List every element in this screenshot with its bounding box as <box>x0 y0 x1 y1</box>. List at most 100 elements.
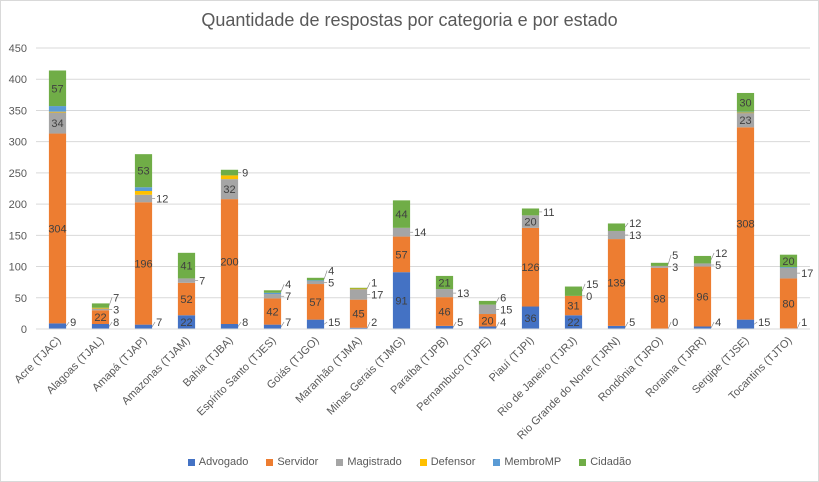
bar-segment-magistrado <box>435 289 454 298</box>
bar-segment-servidor <box>607 239 626 326</box>
data-label-leader <box>452 321 457 328</box>
bar-segment-cidadão <box>392 200 411 228</box>
bar-segment-cidadão <box>91 303 110 308</box>
data-label: 4 <box>500 317 506 329</box>
bar-segment-cidadão <box>220 169 239 176</box>
data-label: 0 <box>586 291 592 303</box>
data-label: 1 <box>801 317 807 329</box>
legend-item-defensor: Defensor <box>419 456 475 468</box>
y-tick-label: 50 <box>15 293 27 305</box>
bar-segment-magistrado <box>220 179 239 200</box>
data-label-leader <box>710 252 715 260</box>
data-label: 46 <box>438 307 450 319</box>
data-label-leader <box>495 297 500 303</box>
bar-segment-servidor <box>134 202 153 325</box>
legend-item-cidadão: Cidadão <box>579 456 631 468</box>
data-label: 2 <box>371 317 377 329</box>
y-tick-label: 350 <box>9 105 27 117</box>
bar-segment-advogado <box>478 326 497 329</box>
data-label: 31 <box>567 301 579 313</box>
bar-segment-cidadão <box>349 287 368 289</box>
legend-label: MembroMP <box>504 456 562 468</box>
data-label: 22 <box>180 317 192 329</box>
data-label-leader <box>624 321 629 328</box>
bar-segment-membromp <box>736 111 755 113</box>
bar-segment-advogado <box>435 325 454 329</box>
bar-segment-magistrado <box>607 230 626 240</box>
bar-segment-magistrado <box>693 263 712 267</box>
data-label: 1 <box>371 277 377 289</box>
data-label: 4 <box>328 265 334 277</box>
bar-segment-membromp <box>134 187 153 191</box>
data-label: 8 <box>242 317 248 329</box>
data-label-leader <box>237 321 242 327</box>
bar-segment-servidor <box>91 310 110 325</box>
legend-item-advogado: Advogado <box>187 456 248 468</box>
data-label: 200 <box>220 257 238 269</box>
data-label: 32 <box>223 184 235 196</box>
bar-segment-advogado <box>48 323 67 329</box>
data-label: 126 <box>521 262 539 274</box>
bar-segment-cidadão <box>521 208 540 216</box>
bar-segment-advogado <box>521 306 540 329</box>
data-label-leader <box>366 282 371 289</box>
y-tick-label: 0 <box>21 324 27 336</box>
bar-segment-magistrado <box>650 265 669 268</box>
x-tick-label: Espírito Santo (TJES) <box>195 335 279 419</box>
bar-segment-defensor <box>134 190 153 195</box>
data-label: 4 <box>285 279 291 291</box>
data-label-leader <box>796 321 801 329</box>
data-label: 0 <box>672 317 678 329</box>
data-label-leader <box>108 297 113 306</box>
bar-segment-advogado <box>693 326 712 329</box>
bar-segment-cidadão <box>435 275 454 290</box>
data-label: 42 <box>266 307 278 319</box>
bar-segment-defensor <box>91 307 110 309</box>
data-label-leader <box>710 321 715 328</box>
y-tick-label: 100 <box>9 262 27 274</box>
data-label: 22 <box>94 312 106 324</box>
bar-segment-advogado <box>306 319 325 329</box>
data-label: 23 <box>739 115 751 127</box>
bar-segment-servidor <box>779 278 798 329</box>
bar-segment-advogado <box>607 325 626 329</box>
bar-segment-servidor <box>650 267 669 329</box>
y-tick-label: 150 <box>9 230 27 242</box>
data-label-leader <box>667 321 672 330</box>
data-label: 7 <box>113 292 119 304</box>
data-label: 8 <box>113 317 119 329</box>
data-label: 11 <box>543 207 554 219</box>
data-label-leader <box>280 284 285 292</box>
data-label: 91 <box>395 296 407 308</box>
y-tick-label: 200 <box>9 199 27 211</box>
bar-segment-cidadão <box>693 255 712 264</box>
legend-swatch <box>493 458 501 466</box>
bar-segment-servidor <box>177 282 196 316</box>
data-label: 14 <box>414 227 426 239</box>
bar-segment-advogado <box>134 324 153 329</box>
data-label: 96 <box>696 292 708 304</box>
x-tick-label: Pernambuco (TJPE) <box>415 335 494 414</box>
bar-segment-servidor <box>693 266 712 327</box>
data-label: 7 <box>199 276 205 288</box>
data-label: 3 <box>113 304 119 316</box>
data-label-leader <box>581 283 586 292</box>
legend-item-membromp: MembroMP <box>493 456 561 468</box>
data-label-leader <box>366 321 371 329</box>
bar-segment-cidadão <box>650 262 669 266</box>
data-label: 7 <box>156 317 162 329</box>
data-label: 12 <box>156 193 168 205</box>
data-label: 5 <box>672 250 678 262</box>
bar-segment-cidadão <box>177 252 196 279</box>
legend-swatch <box>187 458 195 466</box>
data-label: 45 <box>352 309 364 321</box>
legend-swatch <box>266 458 274 466</box>
bar-segment-cidadão <box>736 92 755 112</box>
data-label: 5 <box>629 317 635 329</box>
legend-label: Cidadão <box>590 456 632 468</box>
data-label: 52 <box>180 294 192 306</box>
bar-segment-membromp <box>263 292 282 295</box>
data-label: 304 <box>48 223 66 235</box>
bar-segment-defensor <box>349 288 368 290</box>
data-label-leader <box>151 321 156 327</box>
